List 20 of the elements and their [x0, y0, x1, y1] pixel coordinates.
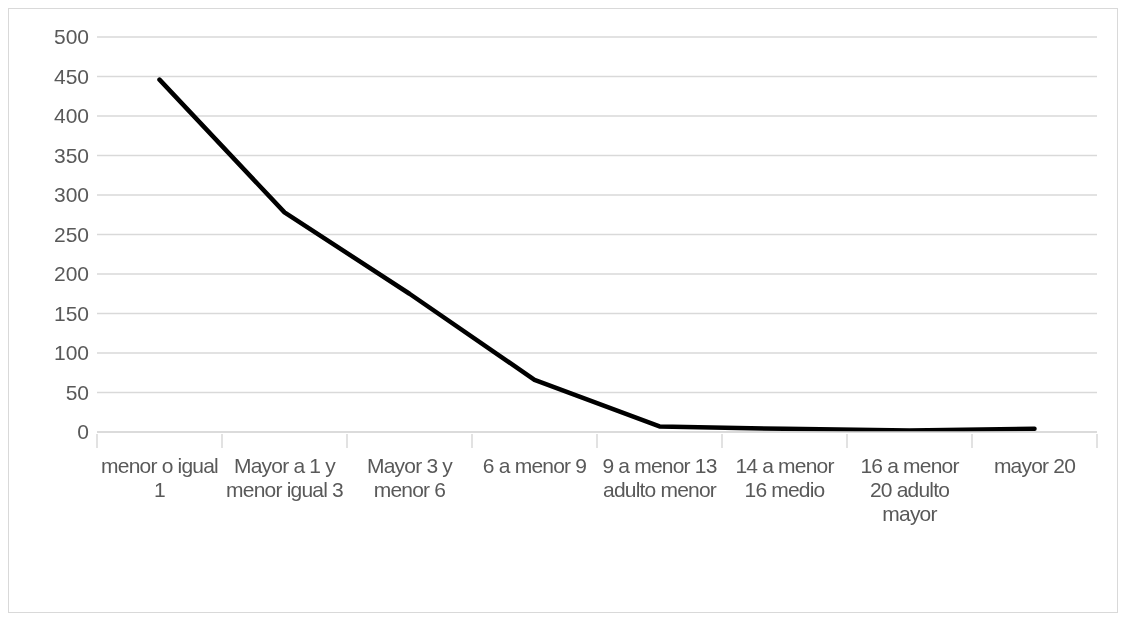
x-tick-label: 16 a menor 20 adulto mayor	[860, 453, 960, 526]
x-tick-label: Mayor 3 y menor 6	[367, 453, 454, 502]
x-tick-label: menor o igual 1	[101, 453, 219, 502]
y-tick-label: 150	[53, 301, 89, 325]
y-tick-label: 400	[53, 104, 89, 128]
x-tick-label: 9 a menor 13 adulto menor	[602, 453, 717, 502]
y-tick-label: 200	[53, 262, 89, 286]
x-tick-label: 14 a menor 16 medio	[735, 453, 835, 502]
y-tick-label: 450	[53, 64, 89, 88]
x-tick-label: Mayor a 1 y menor igual 3	[226, 453, 344, 502]
line-series	[157, 77, 1037, 432]
x-tick-label: mayor 20	[993, 453, 1076, 477]
x-tick-label: 6 a menor 9	[482, 453, 587, 477]
y-tick-label: 0	[77, 420, 89, 444]
y-tick-label: 350	[53, 143, 89, 167]
y-tick-label: 250	[53, 222, 89, 246]
y-tick-label: 500	[53, 25, 89, 49]
y-tick-label: 100	[53, 341, 89, 365]
y-tick-label: 300	[53, 183, 89, 207]
y-tick-label: 50	[65, 380, 89, 404]
